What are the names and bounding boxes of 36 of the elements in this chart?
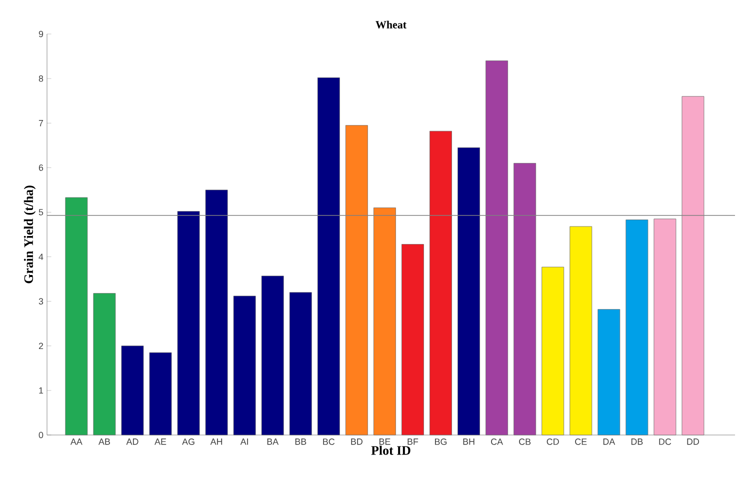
x-tick-label: CB	[519, 438, 531, 445]
x-tick-label: AA	[70, 438, 82, 445]
y-tick-label: 4	[38, 254, 44, 260]
x-tick-label: AB	[98, 438, 110, 445]
x-tick-label: DD	[687, 438, 700, 445]
y-axis-title: Grain Yield (t/ha)	[24, 186, 36, 284]
y-tick-label: 9	[38, 30, 44, 38]
x-tick-label: AD	[126, 438, 138, 445]
y-tick-label: 8	[38, 75, 44, 82]
x-tick-label: BA	[267, 438, 279, 445]
y-tick-label: 7	[38, 120, 44, 126]
x-tick-label: DA	[603, 438, 616, 445]
x-axis-title: Plot ID	[371, 446, 410, 455]
x-tick-label: AG	[182, 438, 194, 445]
x-tick-label: CE	[575, 438, 587, 445]
x-tick-label: BF	[408, 438, 418, 445]
x-tick-label: BC	[323, 438, 335, 445]
x-tick-label: BE	[379, 438, 390, 445]
x-tick-label: DC	[659, 438, 672, 445]
x-tick-label: AI	[240, 438, 248, 445]
y-tick-label: 0	[38, 432, 44, 438]
chart-title: Wheat	[376, 20, 406, 29]
x-tick-label: BH	[463, 438, 474, 445]
x-tick-label: CA	[491, 438, 504, 445]
x-tick-label: AE	[154, 438, 166, 445]
x-tick-label: DB	[631, 438, 643, 445]
x-tick-label: BG	[435, 438, 447, 445]
y-tick-label: 5	[38, 209, 44, 216]
x-tick-label: BD	[351, 438, 362, 445]
y-tick-label: 2	[38, 342, 44, 350]
y-tick-label: 6	[38, 164, 44, 171]
x-tick-label: AH	[210, 438, 222, 445]
x-tick-label: CD	[546, 438, 559, 445]
y-tick-label: 1	[39, 387, 44, 394]
y-tick-label: 3	[38, 298, 44, 305]
x-tick-label: BB	[295, 438, 306, 445]
